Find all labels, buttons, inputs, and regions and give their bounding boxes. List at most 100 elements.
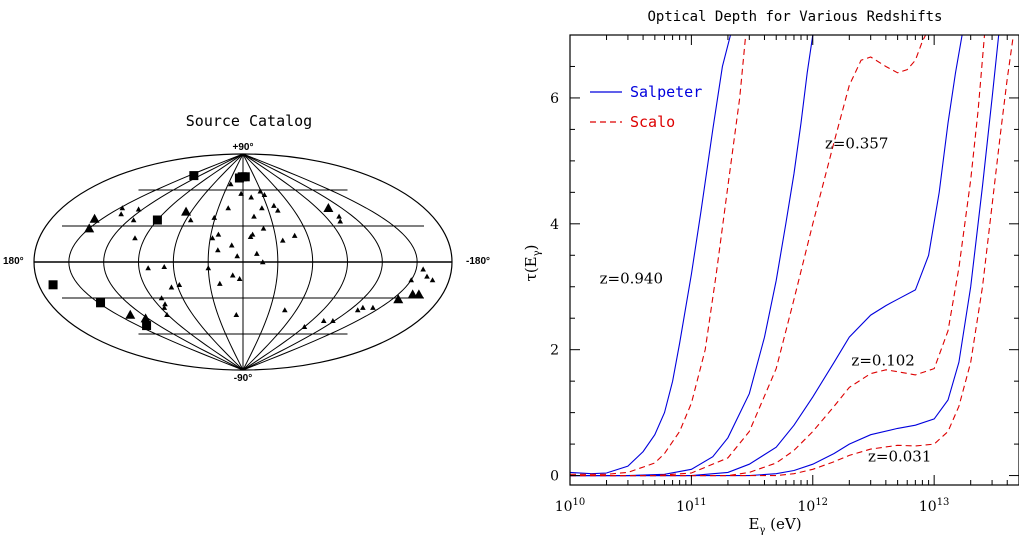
source-small-triangle-marker [247,234,254,240]
map-graticule [33,153,453,371]
source-square-marker [152,215,162,225]
source-small-triangle-marker [254,250,260,256]
source-small-triangle-marker [271,202,277,208]
source-small-triangle-marker [275,207,281,213]
longitude-line [68,153,244,371]
source-small-triangle-marker [118,211,124,217]
legend-label-salpeter: Salpeter [630,83,702,101]
source-small-triangle-marker [370,304,376,310]
source-small-triangle-marker [251,213,257,219]
curve-scalo-z0.940 [570,35,747,475]
source-small-triangle-marker [301,324,308,330]
curve-scalo-z0.357 [570,35,927,477]
source-large-triangle-marker [84,223,95,233]
source-small-triangle-marker [135,206,142,212]
source-large-triangle-marker [407,289,418,299]
source-small-triangle-marker [337,218,344,224]
longitude-line [242,153,349,371]
redshift-label: z=0.940 [600,270,663,288]
source-small-triangle-marker [161,264,168,270]
source-small-triangle-marker [259,259,266,265]
source-small-triangle-marker [164,312,170,318]
redshift-label: z=0.102 [851,351,914,369]
source-small-triangle-marker [234,253,241,259]
source-small-triangle-marker [119,205,126,211]
y-tick-label: 4 [550,217,559,233]
x-tick-label: 1013 [919,497,950,515]
plot-ticks: 1010 1011 1012 1013 0 2 4 6 [550,35,1019,515]
longitude-line [207,153,244,371]
source-large-triangle-marker [393,294,404,304]
source-small-triangle-marker [215,231,222,237]
source-small-triangle-marker [261,192,268,198]
source-small-triangle-marker [291,232,298,238]
curve-salpeter-z0.031 [570,35,1000,477]
map-sources [48,171,436,331]
longitude-line [242,153,383,371]
source-small-triangle-marker [205,265,212,271]
source-large-triangle-marker [181,206,192,216]
source-small-triangle-marker [176,282,183,288]
source-small-triangle-marker [225,205,232,211]
source-small-triangle-marker [209,235,216,241]
source-catalog-map: Source Catalog +90° -90° 180° -180° [3,112,490,384]
curve-scalo-z0.102 [570,35,986,477]
source-square-marker [142,321,152,331]
source-small-triangle-marker [330,318,336,324]
source-small-triangle-marker [336,213,342,219]
source-small-triangle-marker [257,188,264,194]
source-small-triangle-marker [236,276,243,282]
source-small-triangle-marker [282,307,288,313]
longitude-line [242,153,418,371]
y-tick-label: 6 [550,91,559,107]
west-longitude-label: 180° [3,256,24,267]
source-square-marker [96,298,106,308]
source-small-triangle-marker [260,225,267,231]
source-catalog-title: Source Catalog [186,112,312,130]
curve-salpeter-z0.357 [570,35,814,477]
source-small-triangle-marker [238,190,244,196]
x-tick-label: 1011 [676,497,707,515]
source-small-triangle-marker [145,265,151,271]
source-square-marker [48,280,58,290]
x-tick-label: 1010 [555,497,586,515]
south-pole-label: -90° [234,373,252,384]
source-square-marker [189,171,199,181]
source-small-triangle-marker [187,217,194,223]
source-small-triangle-marker [279,237,286,243]
source-small-triangle-marker [130,217,137,223]
source-small-triangle-marker [360,304,366,310]
source-small-triangle-marker [168,284,175,290]
source-square-marker [240,172,250,182]
source-large-triangle-marker [125,309,136,319]
redshift-label: z=0.357 [825,134,888,152]
source-small-triangle-marker [158,295,165,301]
source-small-triangle-marker [211,214,218,220]
source-small-triangle-marker [162,301,168,307]
source-small-triangle-marker [424,273,430,279]
source-large-triangle-marker [140,313,151,323]
plot-curves [570,35,1014,477]
source-small-triangle-marker [408,277,415,283]
source-small-triangle-marker [132,235,138,241]
source-small-triangle-marker [429,277,436,283]
source-large-triangle-marker [89,213,100,223]
source-small-triangle-marker [248,194,254,200]
source-small-triangle-marker [228,242,235,248]
curve-salpeter-z0.940 [570,35,732,475]
source-small-triangle-marker [227,181,234,187]
source-small-triangle-marker [233,312,240,318]
redshift-label: z=0.031 [868,448,931,466]
x-axis-label: Eγ (eV) [748,515,801,536]
source-small-triangle-marker [229,272,236,278]
legend-label-scalo: Scalo [630,113,675,131]
y-tick-label: 0 [550,469,559,485]
x-tick-label: 1012 [797,497,828,515]
longitude-line [137,153,244,371]
curve-scalo-z0.031 [570,35,1014,477]
source-small-triangle-marker [161,304,168,310]
longitude-line [103,153,244,371]
plot-legend: Salpeter Scalo [590,83,702,131]
north-pole-label: +90° [233,142,254,153]
longitude-line [172,153,244,371]
